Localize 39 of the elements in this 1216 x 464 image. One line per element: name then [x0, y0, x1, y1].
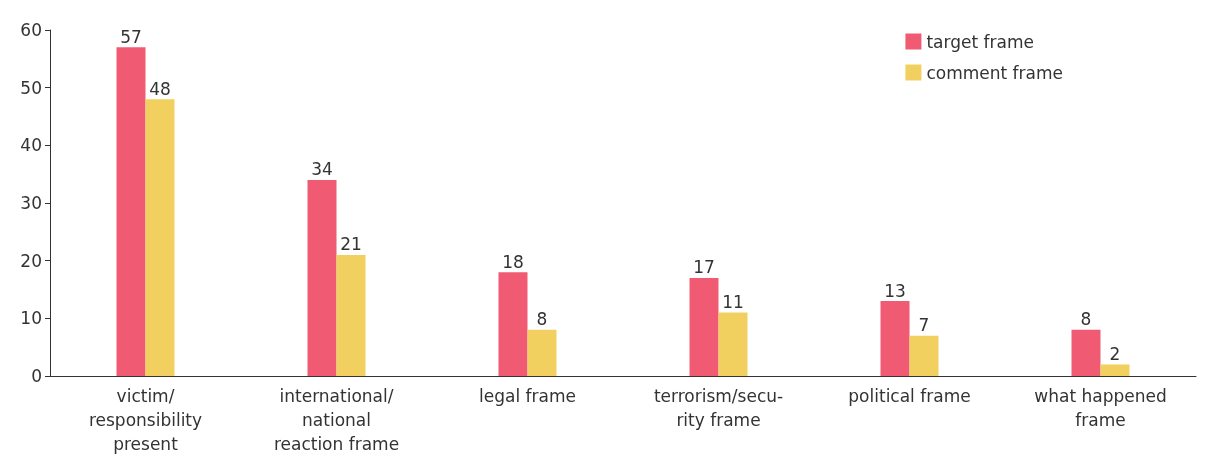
data-label: 17	[693, 257, 715, 278]
bar	[1100, 364, 1130, 376]
data-label: 18	[502, 251, 524, 272]
bar	[909, 335, 939, 376]
y-tick-label: 20	[20, 250, 42, 271]
legend-label: target frame	[926, 31, 1034, 52]
y-tick-label: 0	[31, 366, 42, 386]
data-label: 57	[120, 26, 142, 47]
bar	[718, 312, 748, 376]
data-label: 13	[884, 280, 906, 301]
bar	[145, 99, 175, 376]
data-label: 48	[149, 78, 171, 99]
data-label: 34	[311, 159, 333, 180]
x-tick-label: political frame	[848, 386, 971, 406]
y-tick-label: 50	[20, 77, 42, 98]
data-label: 8	[1080, 309, 1092, 330]
bar	[116, 47, 146, 376]
x-tick-label: what happened frame	[1034, 386, 1167, 430]
y-tick-label: 10	[20, 308, 42, 329]
bar	[527, 329, 557, 376]
bar	[498, 272, 528, 376]
bar	[689, 277, 719, 376]
bar	[336, 254, 366, 376]
bar	[1071, 329, 1101, 376]
y-tick-label: 30	[20, 193, 42, 213]
legend-label: comment frame	[926, 62, 1064, 83]
data-label: 7	[918, 315, 930, 336]
x-tick-label: terrorism/secu- rity frame	[653, 386, 784, 430]
y-tick-label: 60	[20, 20, 42, 40]
bar	[307, 179, 337, 376]
data-label: 8	[536, 309, 548, 330]
y-tick-label: 40	[20, 135, 42, 156]
bar	[880, 301, 910, 376]
data-label: 11	[722, 292, 744, 313]
data-label: 21	[340, 234, 362, 255]
x-tick-label: victim/ responsibility present	[88, 386, 203, 454]
data-label: 2	[1109, 343, 1121, 364]
x-tick-label: international/ national reaction frame	[273, 386, 400, 454]
x-tick-label: legal frame	[479, 386, 576, 406]
